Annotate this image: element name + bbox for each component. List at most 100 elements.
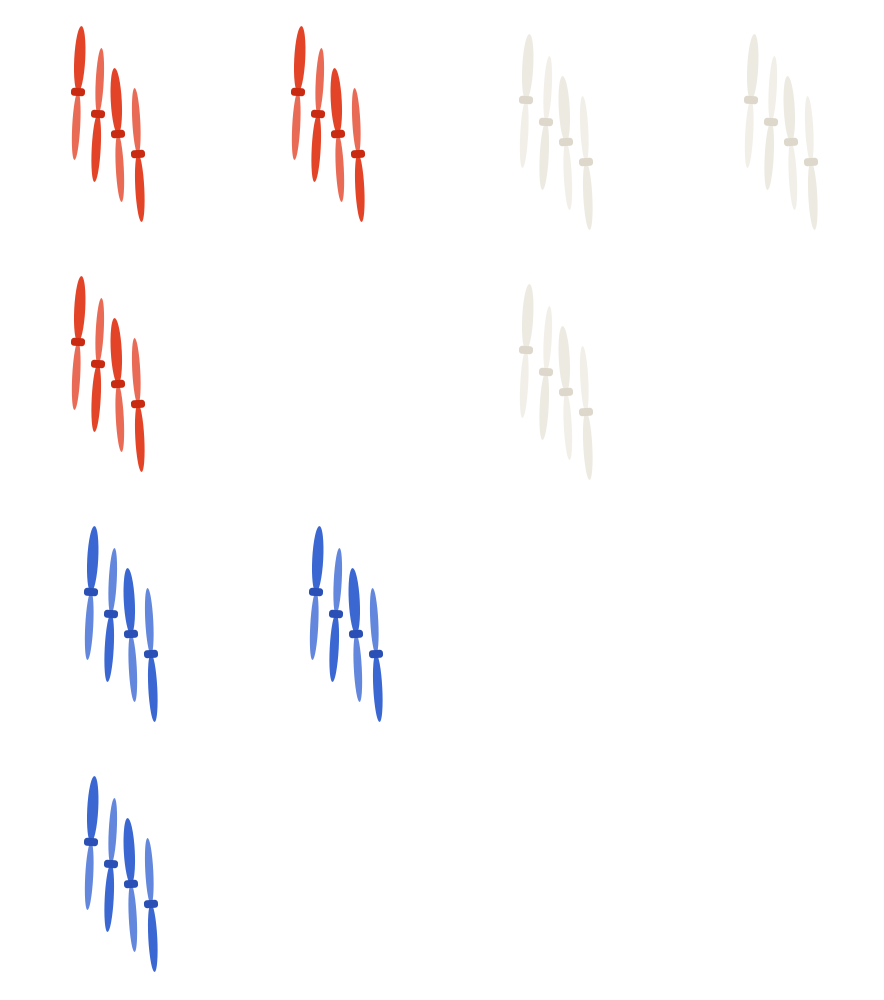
propeller-blade [86, 526, 99, 593]
blue-propeller-set [65, 522, 175, 732]
propeller-blade [134, 153, 145, 222]
propeller-blade [128, 883, 138, 952]
propeller [783, 76, 799, 210]
propeller-blade [84, 591, 94, 660]
propeller-blade [144, 838, 154, 905]
propeller [110, 318, 126, 452]
propeller-blade [333, 548, 343, 615]
propeller-blade [783, 76, 796, 143]
propeller-hub [538, 117, 554, 127]
propeller-blade [293, 26, 306, 93]
white-propellers-svg [518, 34, 594, 230]
propeller [558, 76, 574, 210]
propeller-blade [788, 141, 798, 210]
propeller-hub [783, 137, 799, 147]
propeller-hub [330, 129, 346, 139]
propeller-hub [123, 879, 139, 889]
propeller-hub [578, 407, 594, 417]
propeller-blade [315, 48, 325, 115]
propeller-blade [369, 588, 379, 655]
red-propellers-svg [290, 26, 366, 222]
propeller-hub [130, 399, 146, 409]
propeller-hub [90, 359, 106, 369]
propeller-blade [291, 91, 301, 160]
propeller [310, 48, 326, 182]
propeller-blade [543, 56, 553, 123]
propeller-blade [91, 363, 102, 432]
propeller-blade [95, 48, 105, 115]
propeller [103, 548, 119, 682]
propeller [518, 34, 534, 168]
propeller-hub [143, 899, 159, 909]
propeller [83, 526, 99, 660]
propeller [83, 776, 99, 910]
propeller [350, 88, 366, 222]
propeller-blade [579, 346, 589, 413]
propeller [763, 56, 779, 190]
propeller-blade [123, 818, 136, 885]
propeller-blade [91, 113, 102, 182]
propeller-blade [123, 568, 136, 635]
propeller-blade [348, 568, 361, 635]
white-propeller-set [500, 30, 610, 240]
propeller-blade [115, 133, 125, 202]
propeller-hub [70, 337, 86, 347]
propeller-hub [538, 367, 554, 377]
red-propeller-set [52, 272, 162, 482]
propeller [578, 96, 594, 230]
propeller [538, 56, 554, 190]
propeller-blade [73, 276, 86, 343]
propeller-blade [768, 56, 778, 123]
propeller-hub [350, 149, 366, 159]
propeller-blade [351, 88, 361, 155]
propeller-blade [746, 34, 759, 101]
propeller [743, 34, 759, 168]
propeller [143, 838, 159, 972]
propeller-hub [130, 149, 146, 159]
red-propellers-svg [70, 26, 146, 222]
propeller-hub [83, 587, 99, 597]
propeller-hub [110, 379, 126, 389]
blue-propeller-set [65, 772, 175, 982]
white-propellers-svg [518, 284, 594, 480]
propeller-blade [372, 653, 383, 722]
propeller-blade [110, 68, 123, 135]
red-propeller-set [272, 22, 382, 232]
propeller [70, 276, 86, 410]
propeller-blade [519, 99, 529, 168]
propeller [538, 306, 554, 440]
propeller-blade [110, 318, 123, 385]
propeller-hub [518, 345, 534, 355]
propeller-blade [329, 613, 340, 682]
blue-propellers-svg [83, 776, 159, 972]
propeller-blade [563, 391, 573, 460]
white-propellers-svg [743, 34, 819, 230]
white-propeller-set [500, 280, 610, 490]
propeller-hub [103, 609, 119, 619]
propeller-blade [539, 121, 550, 190]
propeller [518, 284, 534, 418]
propeller [110, 68, 126, 202]
propeller [803, 96, 819, 230]
propeller-blade [579, 96, 589, 163]
propeller-blade [108, 548, 118, 615]
propeller-hub [123, 629, 139, 639]
propeller-hub [578, 157, 594, 167]
propeller-hub [83, 837, 99, 847]
propeller [368, 588, 384, 722]
propeller-blade [73, 26, 86, 93]
propeller-hub [558, 387, 574, 397]
propeller-blade [128, 633, 138, 702]
propeller-blade [335, 133, 345, 202]
propeller-blade [582, 161, 593, 230]
propeller [103, 798, 119, 932]
propeller-hub [558, 137, 574, 147]
propeller-blade [147, 653, 158, 722]
propeller-blade [108, 798, 118, 865]
blue-propellers-svg [83, 526, 159, 722]
propeller-hub [368, 649, 384, 659]
propeller [558, 326, 574, 460]
propeller-blade [521, 34, 534, 101]
propeller [143, 588, 159, 722]
